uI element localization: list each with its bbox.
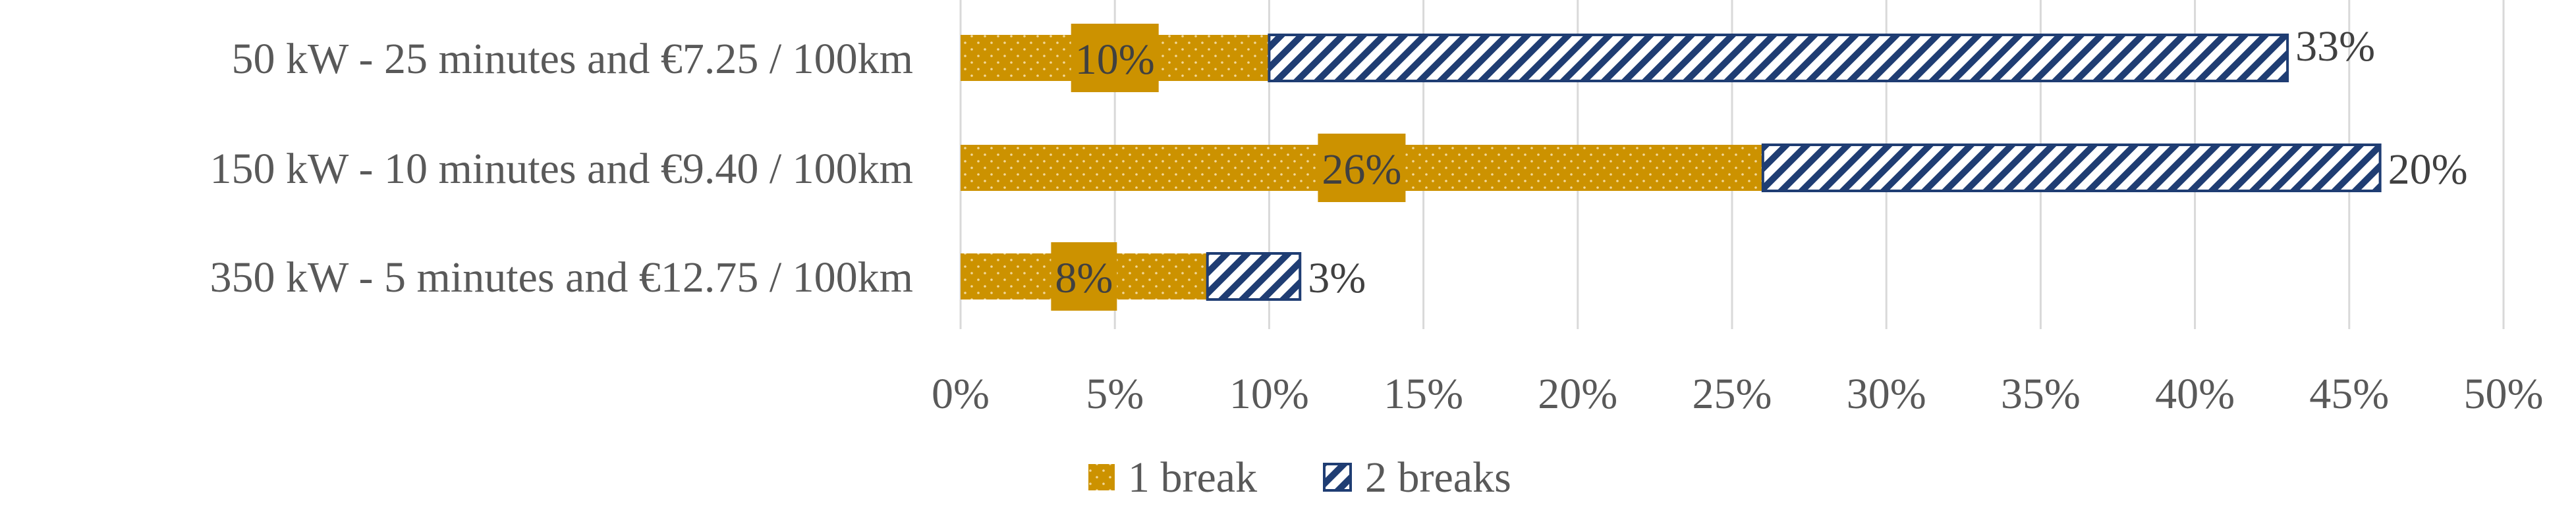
- x-tick-label: 45%: [2309, 370, 2389, 418]
- x-tick-label: 0%: [932, 370, 990, 418]
- bars: [961, 34, 2382, 301]
- legend-label-2-breaks: 2 breaks: [1365, 454, 1511, 502]
- x-tick-label: 40%: [2155, 370, 2235, 418]
- legend-label-1-break: 1 break: [1128, 454, 1257, 502]
- data-label-2-breaks: 3%: [1308, 254, 1366, 302]
- data-label-1-break: 10%: [1075, 36, 1155, 84]
- category-label: 150 kW - 10 minutes and €9.40 / 100km: [210, 145, 913, 193]
- bar-2-breaks: [1268, 34, 2289, 82]
- category-labels: 50 kW - 25 minutes and €7.25 / 100km 150 …: [210, 35, 913, 301]
- x-tick-label: 5%: [1086, 370, 1144, 418]
- data-label-background: [1318, 134, 1406, 202]
- data-label-1-break: 8%: [1055, 254, 1113, 302]
- legend: 1 break 2 breaks: [1088, 454, 1511, 502]
- data-labels: 10% 33% 26% 20% 8% 3%: [1051, 22, 2468, 311]
- x-tick-label: 50%: [2464, 370, 2544, 418]
- category-label: 350 kW - 5 minutes and €12.75 / 100km: [210, 253, 913, 301]
- bar-2-breaks: [1761, 143, 2382, 192]
- x-tick-label: 10%: [1229, 370, 1309, 418]
- legend-swatch-1-break: [1088, 464, 1115, 490]
- x-tick-label: 30%: [1847, 370, 1926, 418]
- category-label: 50 kW - 25 minutes and €7.25 / 100km: [231, 35, 913, 83]
- bar-2-breaks: [1206, 252, 1302, 301]
- x-tick-label: 15%: [1384, 370, 1463, 418]
- data-label-1-break: 26%: [1322, 145, 1401, 194]
- data-label-2-breaks: 20%: [2388, 145, 2468, 194]
- x-tick-label: 35%: [2001, 370, 2081, 418]
- x-tick-label: 20%: [1538, 370, 1617, 418]
- x-axis-tick-labels: 0% 5% 10% 15% 20% 25% 30% 35% 40% 45% 50%: [932, 370, 2543, 418]
- legend-swatch-2-breaks: [1323, 463, 1352, 492]
- data-label-background: [1051, 242, 1117, 311]
- data-label-2-breaks: 33%: [2295, 22, 2375, 70]
- data-label-background: [1071, 24, 1159, 92]
- x-tick-label: 25%: [1693, 370, 1772, 418]
